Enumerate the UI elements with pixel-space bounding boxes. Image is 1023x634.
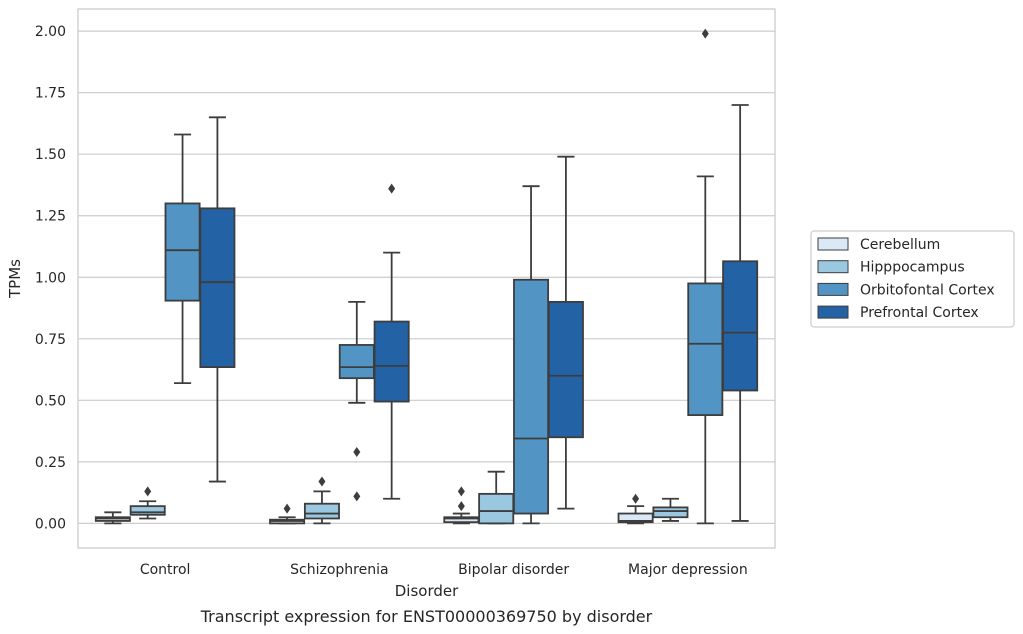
box-hipppocampus	[652, 497, 689, 522]
box-hipppocampus	[478, 470, 515, 525]
legend-entry-label: Prefrontal Cortex	[860, 305, 979, 321]
y-tick-label: 0.25	[35, 455, 66, 471]
outlier-point	[353, 447, 361, 458]
y-axis-ticks: 0.00 0.25 0.50 0.75 1.00 1.25 1.50 1.75 2.00	[35, 24, 66, 532]
y-tick-label: 1.50	[35, 147, 66, 163]
y-tick-label: 0.75	[35, 332, 66, 348]
box-prefrontal-cortex	[547, 155, 584, 510]
legend-entry-label: Cerebellum	[860, 237, 940, 253]
y-tick-label: 1.00	[35, 270, 66, 286]
box-orbitofontal-cortex	[513, 185, 550, 525]
box-prefrontal-cortex	[722, 104, 759, 522]
outlier-point	[144, 486, 152, 497]
box-orbitofontal-cortex	[164, 133, 201, 385]
legend-swatch	[817, 260, 849, 274]
box-iqr	[652, 506, 689, 519]
box-iqr	[373, 320, 410, 403]
box-cerebellum	[617, 493, 654, 525]
y-tick-label: 1.75	[35, 86, 66, 102]
box-cerebellum	[269, 503, 306, 525]
outlier-point	[632, 493, 640, 504]
box-orbitofontal-cortex	[338, 300, 375, 502]
box-prefrontal-cortex	[199, 116, 236, 483]
box-iqr	[547, 300, 584, 439]
x-tick-label: Bipolar disorder	[458, 562, 569, 578]
box-prefrontal-cortex	[373, 183, 410, 500]
x-axis-label: Disorder	[395, 582, 459, 600]
outlier-point	[457, 486, 465, 497]
legend-swatch	[817, 282, 849, 296]
outlier-point	[283, 503, 291, 514]
outlier-point	[318, 476, 326, 487]
y-tick-label: 0.00	[35, 516, 66, 532]
plot-area-frame	[77, 8, 776, 549]
box-iqr	[513, 278, 550, 515]
x-tick-label: Schizophrenia	[290, 562, 388, 578]
legend-entry-label: Orbitofontal Cortex	[860, 282, 995, 298]
legend-entry-label: Hipppocampus	[860, 260, 965, 276]
legend: Cerebellum Hipppocampus Orbitofontal Corte…	[810, 230, 1015, 328]
y-tick-label: 0.50	[35, 393, 66, 409]
x-tick-label: Major depression	[628, 562, 748, 578]
box-orbitofontal-cortex	[687, 28, 724, 525]
box-iqr	[303, 502, 340, 520]
y-tick-label: 1.25	[35, 209, 66, 225]
box-iqr	[338, 344, 375, 380]
chart-caption: Transcript expression for ENST0000036975…	[200, 607, 653, 626]
outlier-point	[388, 183, 396, 194]
outlier-point	[353, 491, 361, 502]
box-iqr	[687, 282, 724, 416]
box-plots	[94, 28, 759, 525]
outlier-point	[701, 28, 709, 39]
box-iqr	[478, 492, 515, 525]
box-cerebellum	[94, 511, 131, 525]
box-iqr	[199, 207, 236, 369]
x-tick-label: Control	[140, 562, 191, 578]
box-iqr	[129, 505, 166, 516]
y-tick-label: 2.00	[35, 24, 66, 40]
box-cerebellum	[443, 486, 480, 525]
box-iqr	[722, 260, 759, 392]
box-hipppocampus	[129, 486, 166, 520]
x-axis-ticks: Control Schizophrenia Bipolar disorder Majo…	[140, 562, 748, 578]
legend-frame	[810, 230, 1015, 328]
outlier-point	[457, 501, 465, 512]
box-iqr	[164, 202, 201, 302]
y-axis-label: TPMs	[6, 259, 24, 299]
legend-swatch	[817, 237, 849, 251]
box-hipppocampus	[303, 476, 340, 525]
legend-swatch	[817, 305, 849, 319]
